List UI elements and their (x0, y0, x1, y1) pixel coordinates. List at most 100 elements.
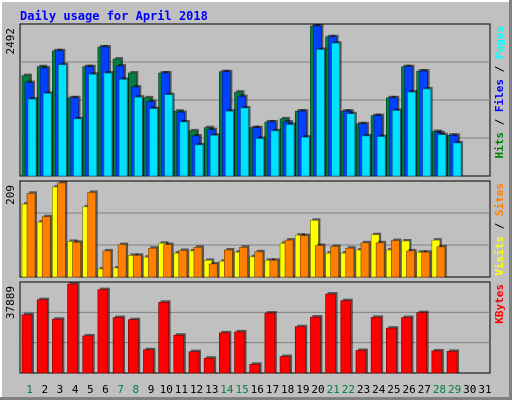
x-tick-day-31: 31 (478, 383, 491, 396)
bar-pages-day-22 (346, 113, 356, 177)
x-tick-day-15: 15 (235, 383, 248, 396)
bar-kbytes-day-15 (234, 331, 245, 374)
bar-pages-day-12 (194, 144, 204, 177)
bar-kbytes-day-28 (431, 350, 443, 374)
x-tick-day-2: 2 (41, 383, 48, 396)
bar-kbytes-day-8 (127, 319, 139, 374)
bar-sites-day-8 (132, 255, 142, 278)
bar-kbytes-day-11 (173, 334, 185, 374)
legend-separator: / (493, 112, 506, 132)
bevel-right (509, 0, 512, 400)
x-tick-day-3: 3 (57, 383, 64, 396)
bar-kbytes-day-26 (401, 317, 412, 374)
legend-visits: Visits (493, 236, 506, 276)
bar-pages-day-7 (118, 79, 128, 177)
bar-pages-day-2 (42, 93, 52, 177)
legend-files: Files (493, 79, 506, 112)
x-tick-labels: 1 2 3 4 5 6 7 8 9 10 11 12 13 14 15 16 17 18 19 20 21 22 23 24 2… (26, 383, 491, 396)
bar-kbytes-day-12 (188, 351, 200, 374)
bar-kbytes-day-2 (36, 299, 48, 374)
bar-sites-day-12 (193, 247, 203, 278)
bar-kbytes-day-13 (203, 357, 215, 374)
bar-sites-day-15 (239, 247, 248, 278)
x-tick-day-14: 14 (220, 383, 234, 396)
bar-kbytes-day-3 (52, 318, 63, 374)
bar-sites-day-3 (57, 182, 66, 278)
bar-sites-day-20 (315, 245, 324, 278)
legend-separator: / (493, 59, 506, 79)
x-tick-day-20: 20 (311, 383, 324, 396)
x-tick-day-12: 12 (190, 383, 203, 396)
y-max-label: 209 (4, 185, 17, 205)
x-tick-day-27: 27 (418, 383, 431, 396)
bar-kbytes-day-1 (21, 314, 33, 374)
bar-pages-day-13 (209, 135, 219, 177)
pages-files-hits-panel: 2492 Hits / Files / Pages (4, 23, 506, 177)
x-tick-day-28: 28 (433, 383, 446, 396)
bar-sites-day-6 (102, 250, 112, 278)
bar-sites-day-26 (406, 250, 415, 278)
bar-kbytes-day-24 (370, 317, 382, 374)
chart-title: Daily usage for April 2018 (20, 9, 208, 23)
x-tick-day-24: 24 (372, 383, 386, 396)
legend-sites: Sites (493, 183, 506, 216)
bar-kbytes-day-4 (67, 283, 78, 374)
legend: KBytes (493, 284, 506, 324)
x-tick-day-4: 4 (72, 383, 79, 396)
bar-kbytes-day-22 (340, 300, 352, 374)
bar-pages-day-5 (88, 74, 98, 177)
bar-pages-day-21 (331, 42, 340, 177)
x-tick-day-11: 11 (175, 383, 188, 396)
x-tick-day-16: 16 (251, 383, 264, 396)
bar-kbytes-day-21 (325, 293, 336, 374)
x-tick-day-13: 13 (205, 383, 218, 396)
bar-pages-day-10 (164, 94, 173, 177)
bar-pages-day-26 (407, 91, 416, 177)
bar-sites-day-5 (87, 192, 97, 278)
legend: Visits / Sites (493, 183, 506, 276)
x-tick-day-29: 29 (448, 383, 461, 396)
bar-pages-day-17 (270, 130, 280, 177)
bar-sites-day-14 (224, 249, 233, 278)
bar-sites-day-4 (72, 242, 81, 278)
bar-pages-day-4 (73, 118, 82, 177)
bar-pages-day-15 (240, 107, 249, 177)
bar-pages-day-19 (300, 136, 310, 177)
x-tick-day-23: 23 (357, 383, 370, 396)
bar-kbytes-day-19 (294, 326, 306, 374)
bar-kbytes-day-16 (249, 364, 260, 374)
bar-pages-day-3 (58, 64, 67, 177)
x-tick-day-1: 1 (26, 383, 33, 396)
bar-pages-day-16 (255, 138, 264, 177)
bar-sites-day-25 (391, 240, 400, 278)
bar-sites-day-28 (436, 246, 446, 278)
x-tick-day-30: 30 (463, 383, 476, 396)
bevel-top (0, 0, 512, 2)
x-tick-day-26: 26 (402, 383, 415, 396)
bar-pages-day-1 (27, 98, 37, 177)
bar-sites-day-9 (148, 247, 157, 278)
bar-pages-day-23 (361, 135, 371, 177)
bar-pages-day-9 (149, 108, 158, 177)
bar-kbytes-day-17 (264, 312, 276, 374)
bar-sites-day-10 (163, 244, 172, 278)
x-tick-day-5: 5 (87, 383, 94, 396)
x-tick-day-6: 6 (102, 383, 109, 396)
x-tick-day-17: 17 (266, 383, 279, 396)
bar-kbytes-day-14 (219, 332, 230, 374)
bar-pages-day-28 (437, 134, 447, 177)
bar-sites-day-24 (375, 242, 385, 278)
legend: Hits / Files / Pages (493, 26, 506, 159)
kbytes-panel: 37889 KBytes (4, 281, 506, 374)
bar-kbytes-day-23 (355, 350, 367, 374)
visits-sites-panel: 209 Visits / Sites (4, 180, 506, 278)
x-tick-day-21: 21 (327, 383, 340, 396)
x-tick-day-19: 19 (296, 383, 309, 396)
bar-pages-day-11 (179, 121, 189, 177)
bar-kbytes-day-25 (386, 327, 397, 374)
bar-sites-day-23 (360, 242, 370, 278)
bar-sites-day-18 (284, 239, 294, 278)
bar-sites-day-13 (208, 263, 218, 278)
x-tick-day-8: 8 (133, 383, 140, 396)
legend-pages: Pages (493, 26, 506, 59)
